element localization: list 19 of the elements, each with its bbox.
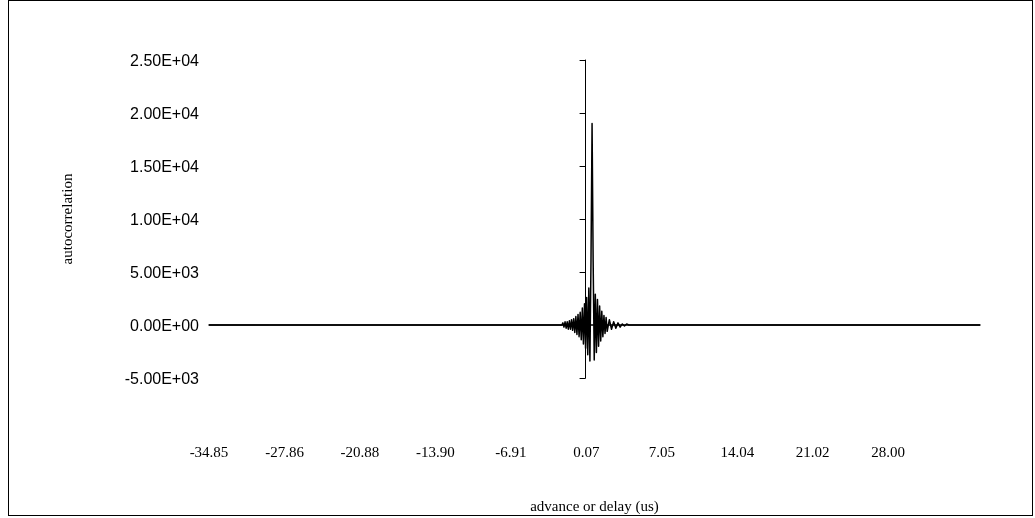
x-tick-label: 21.02 — [795, 443, 830, 460]
y-tick-label: 5.00E+03 — [130, 263, 200, 281]
y-tick-label: 0.00E+00 — [130, 316, 200, 334]
x-tick-label: 7.05 — [648, 443, 675, 460]
x-tick-label: -20.88 — [340, 443, 380, 460]
y-tick-label: 2.00E+04 — [130, 104, 200, 122]
y-tick-label: 1.50E+04 — [130, 157, 200, 175]
y-tick-label: 2.50E+04 — [130, 51, 200, 69]
x-tick-label: 28.00 — [871, 443, 906, 460]
x-axis-title: advance or delay (us) — [530, 497, 659, 515]
y-tick-label: -5.00E+03 — [124, 369, 200, 387]
x-tick-label: -13.90 — [416, 443, 455, 460]
x-tick-label: 0.07 — [573, 443, 600, 460]
x-tick-label: 14.04 — [720, 443, 755, 460]
x-tick-label: -6.91 — [495, 443, 527, 460]
y-axis-title: autocorrelation — [58, 173, 75, 265]
x-tick-label: -27.86 — [265, 443, 305, 460]
y-tick-label: 1.00E+04 — [130, 210, 200, 228]
x-tick-label: -34.85 — [189, 443, 229, 460]
